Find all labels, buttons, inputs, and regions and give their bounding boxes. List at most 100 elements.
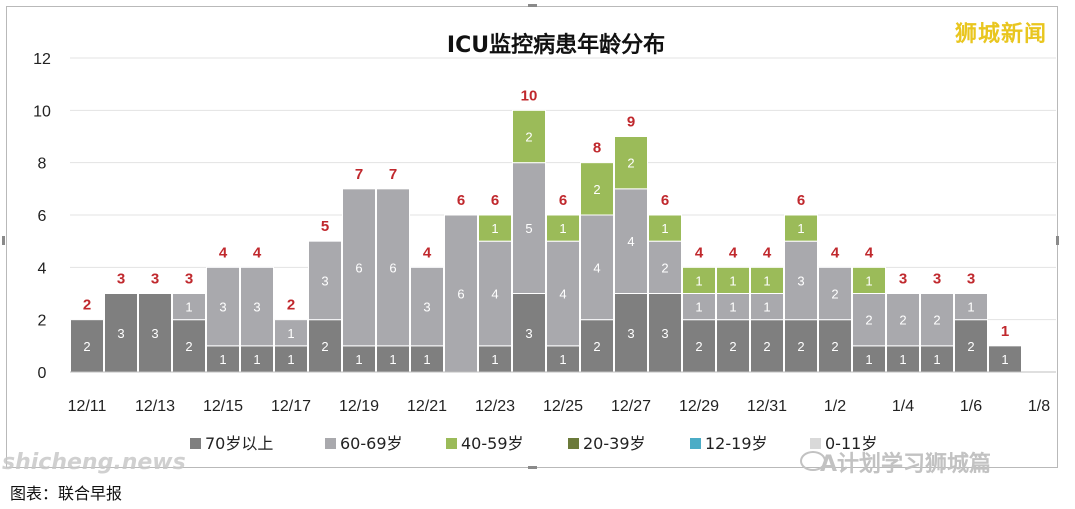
segment-label: 1 (661, 221, 668, 236)
total-label: 10 (521, 87, 538, 104)
segment-label: 1 (695, 300, 702, 315)
segment-label: 1 (287, 326, 294, 341)
bar-segment (478, 240, 512, 347)
bar-segment (342, 345, 376, 373)
resize-handle-left[interactable] (2, 236, 5, 245)
segment-label: 1 (933, 352, 940, 367)
bar-segment (648, 240, 682, 295)
segment-label: 2 (763, 339, 770, 354)
resize-handle-right[interactable] (1056, 236, 1059, 245)
bar-segment (818, 266, 852, 321)
segment-label: 1 (287, 352, 294, 367)
bar-segment (682, 266, 716, 295)
segment-label: 4 (559, 287, 566, 302)
segment-label: 2 (729, 339, 736, 354)
y-tick-label: 6 (38, 208, 47, 225)
y-tick-label: 12 (33, 51, 51, 68)
segment-label: 2 (627, 156, 634, 171)
chart-title: ICU监控病患年龄分布 (447, 32, 665, 58)
x-tick-label: 12/27 (611, 398, 651, 415)
segment-label: 5 (525, 221, 532, 236)
bar-segment (308, 240, 342, 321)
segment-label: 3 (627, 326, 634, 341)
segment-label: 4 (593, 260, 600, 275)
bar-segment (886, 293, 920, 347)
x-tick-label: 12/29 (679, 398, 719, 415)
segment-label: 1 (763, 273, 770, 288)
x-tick-label: 1/4 (892, 398, 914, 415)
y-tick-label: 2 (38, 313, 47, 330)
total-label: 5 (321, 218, 329, 235)
segment-label: 2 (525, 130, 532, 145)
legend-swatch (190, 438, 201, 449)
segment-label: 1 (899, 352, 906, 367)
segment-label: 2 (83, 339, 90, 354)
segment-label: 3 (423, 300, 430, 315)
total-label: 3 (117, 271, 125, 288)
segment-label: 1 (389, 352, 396, 367)
legend-label: 12-19岁 (705, 434, 768, 453)
total-label: 1 (1001, 323, 1009, 340)
segment-label: 2 (695, 339, 702, 354)
total-label: 4 (423, 244, 432, 261)
x-tick-label: 1/2 (824, 398, 846, 415)
y-tick-label: 8 (38, 156, 47, 173)
legend-swatch (446, 438, 457, 449)
bar-segment (512, 293, 546, 373)
segment-label: 2 (593, 339, 600, 354)
wechat-icon (800, 451, 826, 471)
bar-segment (274, 345, 308, 373)
segment-label: 2 (831, 287, 838, 302)
bar-segment (784, 319, 818, 373)
segment-label: 6 (389, 260, 396, 275)
segment-label: 1 (219, 352, 226, 367)
bar-segment (478, 214, 512, 242)
bar-segment (546, 214, 580, 242)
total-label: 4 (763, 244, 772, 261)
bar-segment (580, 319, 614, 373)
segment-label: 3 (117, 326, 124, 341)
segment-label: 1 (797, 221, 804, 236)
y-tick-label: 4 (38, 260, 47, 277)
bar-segment (376, 345, 410, 373)
segment-label: 2 (831, 339, 838, 354)
total-label: 4 (865, 244, 874, 261)
bar-segment (206, 345, 240, 373)
segment-label: 1 (695, 273, 702, 288)
x-tick-label: 12/13 (135, 398, 175, 415)
x-tick-label: 12/19 (339, 398, 379, 415)
segment-label: 3 (525, 326, 532, 341)
bar-segment (784, 214, 818, 242)
legend-swatch (325, 438, 336, 449)
bar-segment (716, 319, 750, 373)
segment-label: 1 (355, 352, 362, 367)
segment-label: 1 (423, 352, 430, 367)
brand-logo-text: 狮城新闻 (955, 22, 1048, 47)
bar-segment (342, 188, 376, 347)
total-label: 2 (83, 297, 91, 314)
bar-segment (852, 266, 886, 295)
total-label: 6 (491, 192, 499, 209)
total-label: 4 (695, 244, 704, 261)
bar-segment (920, 345, 954, 373)
resize-handle-top[interactable] (528, 4, 537, 7)
resize-handle-bottom[interactable] (528, 466, 537, 469)
bar-segment (240, 266, 274, 347)
y-tick-label: 10 (33, 103, 51, 120)
segment-label: 2 (797, 339, 804, 354)
segment-label: 6 (457, 287, 464, 302)
legend-swatch (690, 438, 701, 449)
bar-segment (750, 319, 784, 373)
x-tick-label: 12/15 (203, 398, 243, 415)
bar-segment (580, 162, 614, 216)
segment-label: 1 (253, 352, 260, 367)
total-label: 9 (627, 114, 635, 131)
legend-swatch (568, 438, 579, 449)
segment-label: 1 (729, 300, 736, 315)
segment-label: 2 (185, 339, 192, 354)
legend-label: 60-69岁 (340, 434, 403, 453)
segment-label: 2 (933, 313, 940, 328)
segment-label: 1 (865, 352, 872, 367)
legend-label: 40-59岁 (461, 434, 524, 453)
